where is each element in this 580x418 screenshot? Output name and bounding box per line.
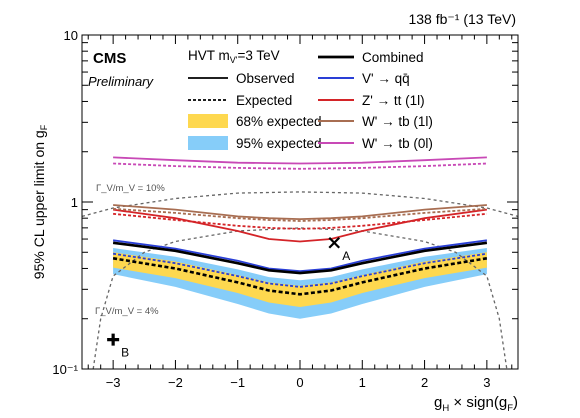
legend-label: W' → tb (0l) xyxy=(362,136,433,151)
experiment-label: CMS xyxy=(93,50,126,67)
status-label: Preliminary xyxy=(88,74,155,89)
x-tick-label: 0 xyxy=(296,375,303,390)
legend-item-combined: Combined xyxy=(318,50,424,65)
legend-swatch xyxy=(188,136,228,150)
legend-item-w-tb-0l: W' → tb (0l) xyxy=(318,136,433,151)
legend-label: Observed xyxy=(236,71,295,86)
legend-label: V' → qq̄ xyxy=(362,71,410,86)
x-axis-title: gH × sign(gF) xyxy=(434,394,518,414)
y-axis-title: 95% CL upper limit on gF xyxy=(31,124,49,279)
legend-item-v-qq: V' → qq̄ xyxy=(318,71,410,86)
band-68-expected xyxy=(113,252,487,307)
y-tick-label: 1 xyxy=(71,195,78,210)
x-tick-label: 3 xyxy=(483,375,490,390)
series-line-v-qq-expected xyxy=(112,252,488,288)
legend-item-95-expected: 95% expected xyxy=(188,136,322,151)
band-95-expected xyxy=(113,248,487,319)
x-tick-label: −2 xyxy=(168,375,183,390)
x-tick-label: 2 xyxy=(421,375,428,390)
legend-item-68-expected: 68% expected xyxy=(188,114,322,129)
series-line-z-tt-1l-observed xyxy=(112,208,488,243)
width-label-4pct: Γ_V/m_V = 4% xyxy=(95,306,159,317)
series-line-z-tt-1l-expected xyxy=(113,212,487,230)
y-tick-label: 10⁻¹ xyxy=(52,362,78,377)
legend-label: Combined xyxy=(362,50,424,65)
legend-label: 95% expected xyxy=(236,136,322,151)
marker-point-a xyxy=(328,236,341,249)
series-line-v-qq-observed xyxy=(112,239,488,273)
legend-label: Expected xyxy=(236,93,292,108)
series-line-w-tb-1l-observed xyxy=(113,204,487,221)
legend-label: W' → tb (1l) xyxy=(362,114,433,129)
legend-item-expected: Expected xyxy=(188,93,292,108)
legend-item-observed: Observed xyxy=(188,71,295,86)
model-label: HVT mV'=3 TeV xyxy=(188,48,280,65)
x-tick-label: −1 xyxy=(230,375,245,390)
series-line-w-tb-0l-observed xyxy=(113,156,487,165)
series-line-w-tb-1l-expected xyxy=(113,207,487,222)
x-tick-label: 1 xyxy=(359,375,366,390)
marker-label-b: B xyxy=(121,346,129,360)
legend-item-w-tb-1l: W' → tb (1l) xyxy=(318,114,433,129)
series-line-w-tb-0l-expected xyxy=(113,162,487,170)
legend-item-z-tt-1l: Z' → tt (1l) xyxy=(318,93,425,108)
marker-point-b xyxy=(107,333,120,346)
series-line-combined-expected xyxy=(112,257,488,296)
y-tick-label: 10 xyxy=(64,28,78,43)
width-label-10pct: Γ_V/m_V = 10% xyxy=(96,183,165,194)
x-tick-label: −3 xyxy=(106,375,121,390)
series-line-combined-observed xyxy=(112,241,488,275)
marker-label-a: A xyxy=(342,249,350,263)
legend-swatch xyxy=(188,114,228,128)
legend-label: Z' → tt (1l) xyxy=(362,93,425,108)
legend-label: 68% expected xyxy=(236,114,322,129)
width-curve-10pct xyxy=(82,191,518,218)
top-right-label: 138 fb⁻¹ (13 TeV) xyxy=(408,11,516,27)
